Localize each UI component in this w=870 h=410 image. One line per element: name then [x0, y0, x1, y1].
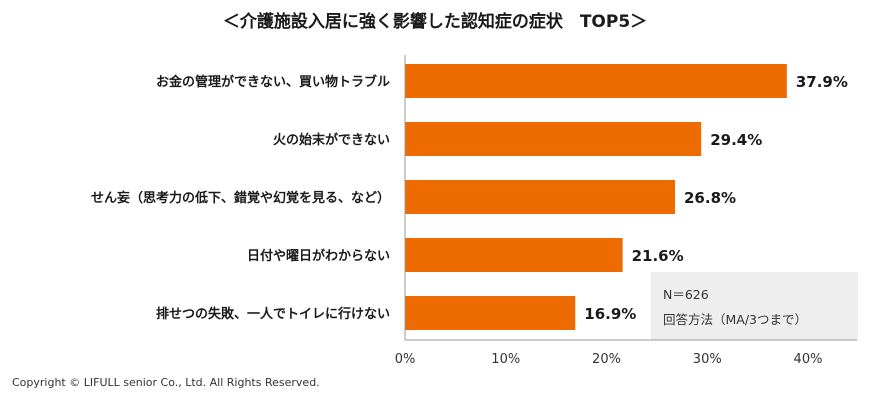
value-label: 29.4% — [710, 131, 762, 149]
x-tick-label: 20% — [592, 352, 621, 367]
bar-1 — [405, 64, 787, 98]
x-ticks: 0% 10% 20% 30% 40% — [395, 352, 823, 367]
category-label: 日付や曜日がわからない — [247, 248, 390, 264]
bar-3 — [405, 180, 676, 214]
x-tick-label: 30% — [693, 352, 722, 367]
bars — [405, 64, 787, 330]
value-label: 16.9% — [584, 305, 636, 323]
x-tick-label: 40% — [794, 352, 823, 367]
category-label: せん妄（思考力の低下、錯覚や幻覚を見る、など） — [91, 190, 390, 206]
value-label: 37.9% — [796, 73, 848, 91]
x-tick-label: 0% — [395, 352, 416, 367]
category-label: 排せつの失敗、一人でトイレに行けない — [156, 306, 390, 322]
value-label: 21.6% — [632, 247, 684, 265]
bar-2 — [405, 122, 702, 156]
x-tick-label: 10% — [491, 352, 520, 367]
note-sample-size: N＝626 — [663, 287, 709, 302]
note-answer-method: 回答方法（MA/3つまで） — [663, 312, 807, 327]
note-box — [651, 272, 858, 340]
value-label: 26.8% — [684, 189, 736, 207]
chart-title: ＜介護施設入居に強く影響した認知症の症状 TOP5＞ — [223, 11, 647, 32]
bar-5 — [405, 296, 576, 330]
bar-4 — [405, 238, 623, 272]
category-label: 火の始末ができない — [273, 132, 390, 148]
value-labels: 37.9% 29.4% 26.8% 21.6% 16.9% — [584, 73, 848, 323]
category-labels: お金の管理ができない、買い物トラブル火の始末ができないせん妄（思考力の低下、錯覚… — [91, 74, 390, 322]
copyright: Copyright © LIFULL senior Co., Ltd. All … — [12, 376, 320, 389]
category-label: お金の管理ができない、買い物トラブル — [156, 74, 390, 90]
